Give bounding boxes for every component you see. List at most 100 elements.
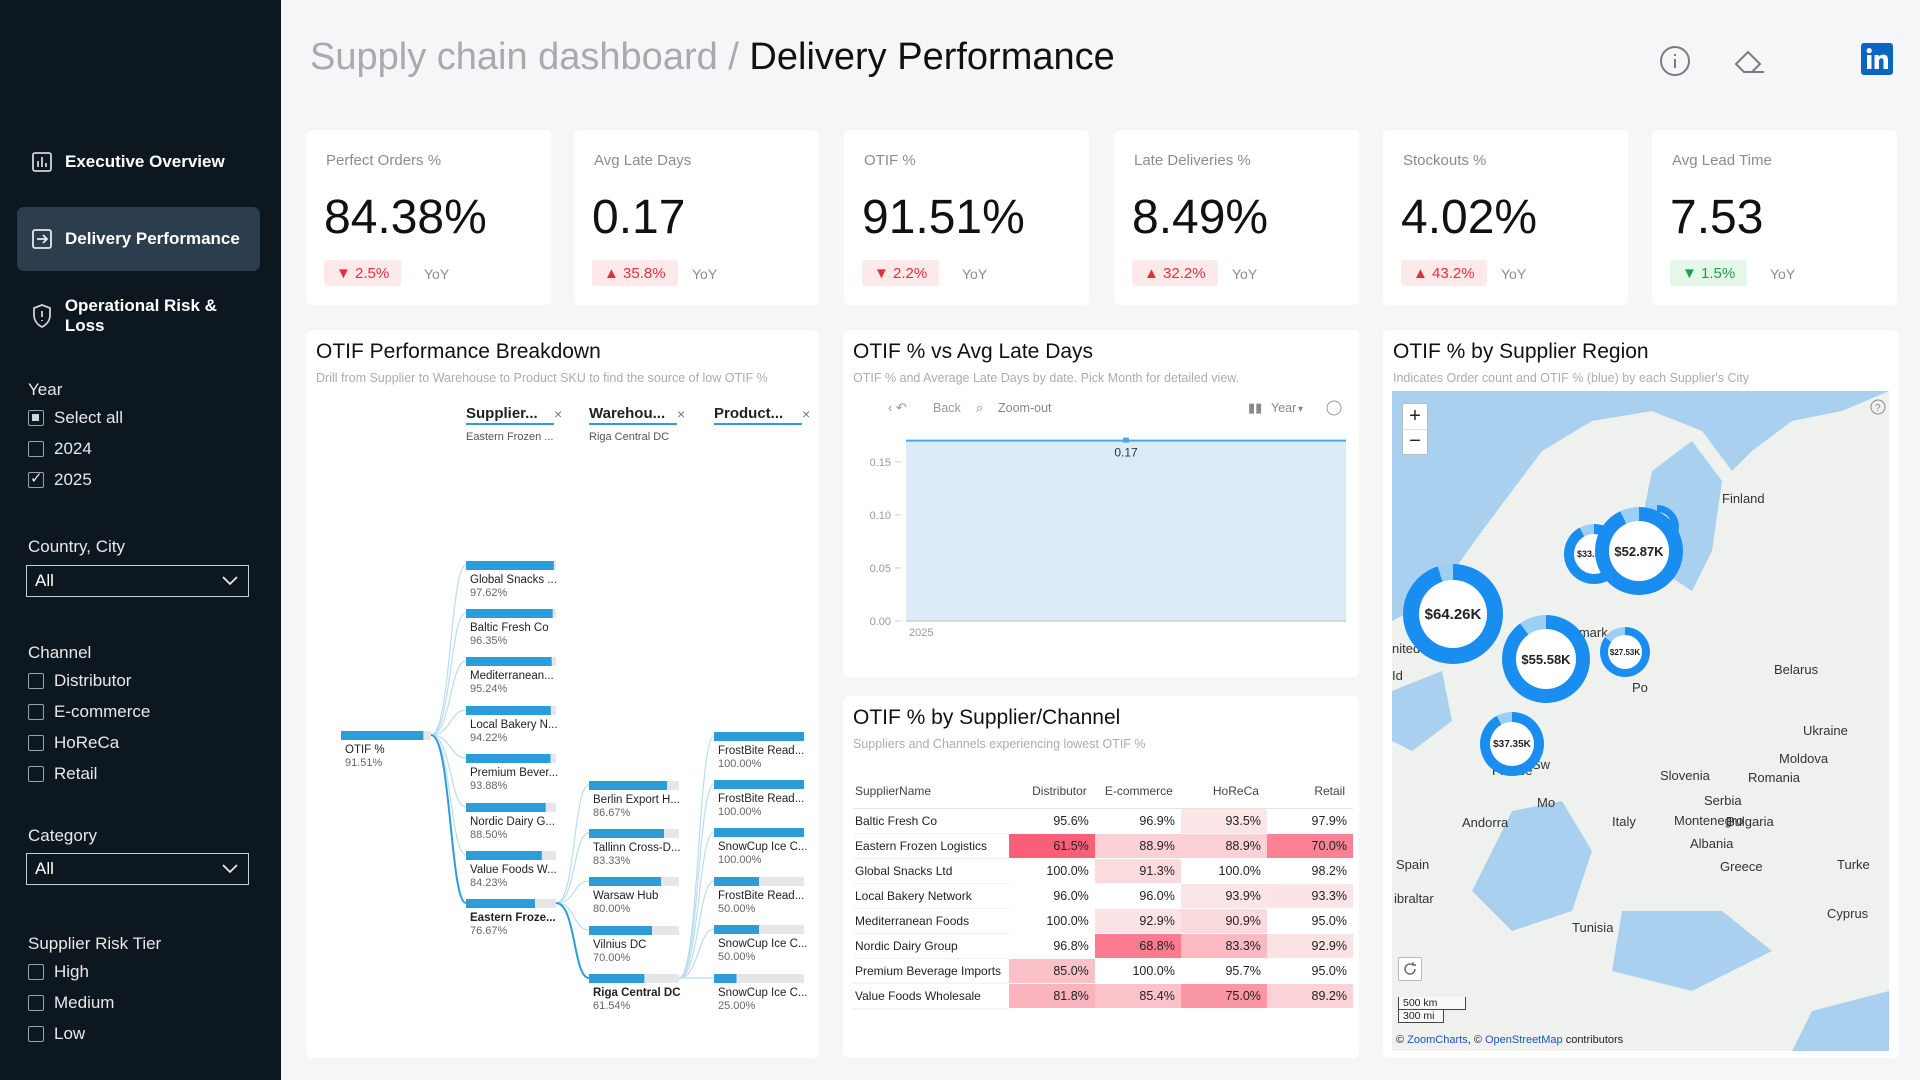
heatmap-cell[interactable]: 93.5%: [1180, 808, 1267, 834]
node-bar[interactable]: [714, 877, 759, 886]
zoom-out-button[interactable]: Zoom-out: [998, 401, 1052, 415]
area-chart[interactable]: ‹ ↶ Back ⌕ Zoom-out ▮▮ Year ▾ 0.15 0.10 0.05 0.00 0…: [843, 330, 1359, 677]
supplier-city-bubble[interactable]: $55.58K: [1502, 615, 1590, 703]
heatmap-cell[interactable]: 96.0%: [1094, 883, 1181, 909]
node-label[interactable]: Eastern Froze...: [470, 912, 556, 924]
heatmap-cell[interactable]: 88.9%: [1094, 833, 1181, 859]
eraser-icon[interactable]: [1732, 44, 1766, 78]
nav-executive-overview[interactable]: Executive Overview: [17, 130, 260, 194]
checkbox[interactable]: [28, 1026, 44, 1042]
heatmap-cell[interactable]: 68.8%: [1094, 933, 1181, 959]
node-label[interactable]: SnowCup Ice C...: [718, 938, 807, 950]
node-label[interactable]: Vilnius DC: [593, 939, 646, 951]
node-label[interactable]: Berlin Export H...: [593, 794, 680, 806]
heatmap-cell[interactable]: 100.0%: [1094, 958, 1181, 984]
node-label[interactable]: FrostBite Read...: [718, 793, 804, 805]
node-label[interactable]: Baltic Fresh Co: [470, 622, 549, 634]
close-icon[interactable]: ×: [677, 406, 685, 422]
nav-delivery-performance[interactable]: Delivery Performance: [17, 207, 260, 271]
year-option-select-all[interactable]: Select all: [28, 408, 123, 428]
zoom-out-icon[interactable]: ⌕: [976, 400, 983, 415]
heatmap-cell[interactable]: 98.2%: [1266, 858, 1353, 884]
node-label[interactable]: FrostBite Read...: [718, 890, 804, 902]
node-bar[interactable]: [466, 657, 552, 666]
zoom-out-button[interactable]: −: [1409, 430, 1421, 452]
node-label[interactable]: Tallinn Cross-D...: [593, 842, 681, 854]
checkbox[interactable]: [28, 995, 44, 1011]
heatmap-cell[interactable]: 95.0%: [1266, 958, 1353, 984]
data-point[interactable]: [1123, 437, 1129, 443]
year-option-2025[interactable]: 2025: [28, 469, 92, 490]
openstreetmap-link[interactable]: OpenStreetMap: [1484, 1034, 1563, 1046]
linkedin-icon[interactable]: [1860, 42, 1894, 76]
level-header[interactable]: Warehou...: [589, 405, 665, 422]
close-icon[interactable]: ×: [554, 406, 562, 422]
help-icon[interactable]: ?: [1870, 399, 1886, 420]
checkbox[interactable]: [28, 766, 44, 782]
node-label[interactable]: SnowCup Ice C...: [718, 841, 807, 853]
channel-option-horeca[interactable]: HoReCa: [28, 733, 119, 753]
node-bar[interactable]: [466, 609, 553, 618]
node-bar[interactable]: [589, 781, 668, 790]
bar-chart-icon[interactable]: ▮▮: [1248, 400, 1262, 415]
column-header[interactable]: HoReCa: [1180, 774, 1267, 809]
node-label[interactable]: Warsaw Hub: [593, 890, 658, 902]
node-bar[interactable]: [714, 974, 737, 983]
node-bar[interactable]: [714, 780, 804, 789]
column-header[interactable]: Retail: [1266, 774, 1353, 809]
heatmap-cell[interactable]: 93.9%: [1180, 883, 1267, 909]
back-arrow-icon[interactable]: ‹ ↶: [888, 400, 907, 415]
node-label[interactable]: SnowCup Ice C...: [718, 987, 807, 999]
heatmap-cell[interactable]: 83.3%: [1180, 933, 1267, 959]
heatmap-cell[interactable]: 92.9%: [1266, 933, 1353, 959]
checkbox[interactable]: [28, 673, 44, 689]
reset-view-icon[interactable]: [1398, 957, 1422, 981]
node-bar[interactable]: [589, 974, 645, 983]
heatmap-cell[interactable]: 100.0%: [1008, 908, 1095, 934]
nav-operational-risk[interactable]: Operational Risk & Loss: [17, 284, 260, 348]
heatmap-cell[interactable]: 70.0%: [1266, 833, 1353, 859]
supplier-map[interactable]: FinlandNorwaySwedDenmarknited KingdomBel…: [1392, 391, 1889, 1051]
decomposition-tree[interactable]: Supplier... ×Eastern Frozen ...Warehou...…: [306, 330, 819, 1058]
heatmap-cell[interactable]: 93.3%: [1266, 883, 1353, 909]
channel-option-retail[interactable]: Retail: [28, 764, 97, 784]
risk-option-high[interactable]: High: [28, 962, 89, 982]
heatmap-cell[interactable]: 85.4%: [1094, 983, 1181, 1009]
node-label[interactable]: Nordic Dairy G...: [470, 816, 555, 828]
heatmap-cell[interactable]: 95.6%: [1008, 808, 1095, 834]
heatmap-cell[interactable]: 95.7%: [1180, 958, 1267, 984]
heatmap-cell[interactable]: 96.9%: [1094, 808, 1181, 834]
breadcrumb[interactable]: Supply chain dashboard /: [310, 36, 750, 78]
heatmap-cell[interactable]: 91.3%: [1094, 858, 1181, 884]
node-label[interactable]: Global Snacks ...: [470, 574, 557, 586]
node-bar[interactable]: [466, 899, 536, 908]
channel-option-distributor[interactable]: Distributor: [28, 671, 131, 691]
supplier-city-bubble[interactable]: $37.35K: [1480, 712, 1544, 776]
node-bar[interactable]: [466, 706, 551, 715]
node-bar[interactable]: [589, 926, 652, 935]
zoom-in-button[interactable]: +: [1403, 404, 1427, 430]
heatmap-cell[interactable]: 100.0%: [1180, 858, 1267, 884]
node-bar[interactable]: [466, 803, 546, 812]
zoomcharts-link[interactable]: ZoomCharts: [1407, 1034, 1468, 1046]
node-label[interactable]: Mediterranean...: [470, 670, 554, 682]
node-bar[interactable]: [714, 828, 804, 837]
channel-option-ecommerce[interactable]: E-commerce: [28, 702, 150, 722]
node-label[interactable]: Riga Central DC: [593, 987, 681, 999]
year-option-2024[interactable]: 2024: [28, 439, 92, 459]
period-dropdown[interactable]: Year: [1271, 401, 1296, 415]
heatmap-cell[interactable]: 88.9%: [1180, 833, 1267, 859]
supplier-city-bubble[interactable]: $52.87K: [1595, 507, 1683, 595]
checkbox[interactable]: [28, 964, 44, 980]
help-icon[interactable]: [1326, 400, 1342, 416]
node-bar[interactable]: [714, 732, 804, 741]
area-series[interactable]: [906, 440, 1346, 621]
supplier-city-bubble[interactable]: $64.26K: [1403, 564, 1503, 664]
heatmap-cell[interactable]: 96.8%: [1008, 933, 1095, 959]
node-label[interactable]: OTIF %: [345, 744, 385, 756]
column-header[interactable]: E-commerce: [1094, 774, 1181, 809]
heatmap-cell[interactable]: 75.0%: [1180, 983, 1267, 1009]
heatmap-cell[interactable]: 81.8%: [1008, 983, 1095, 1009]
info-icon[interactable]: [1658, 44, 1692, 78]
heatmap-cell[interactable]: 90.9%: [1180, 908, 1267, 934]
